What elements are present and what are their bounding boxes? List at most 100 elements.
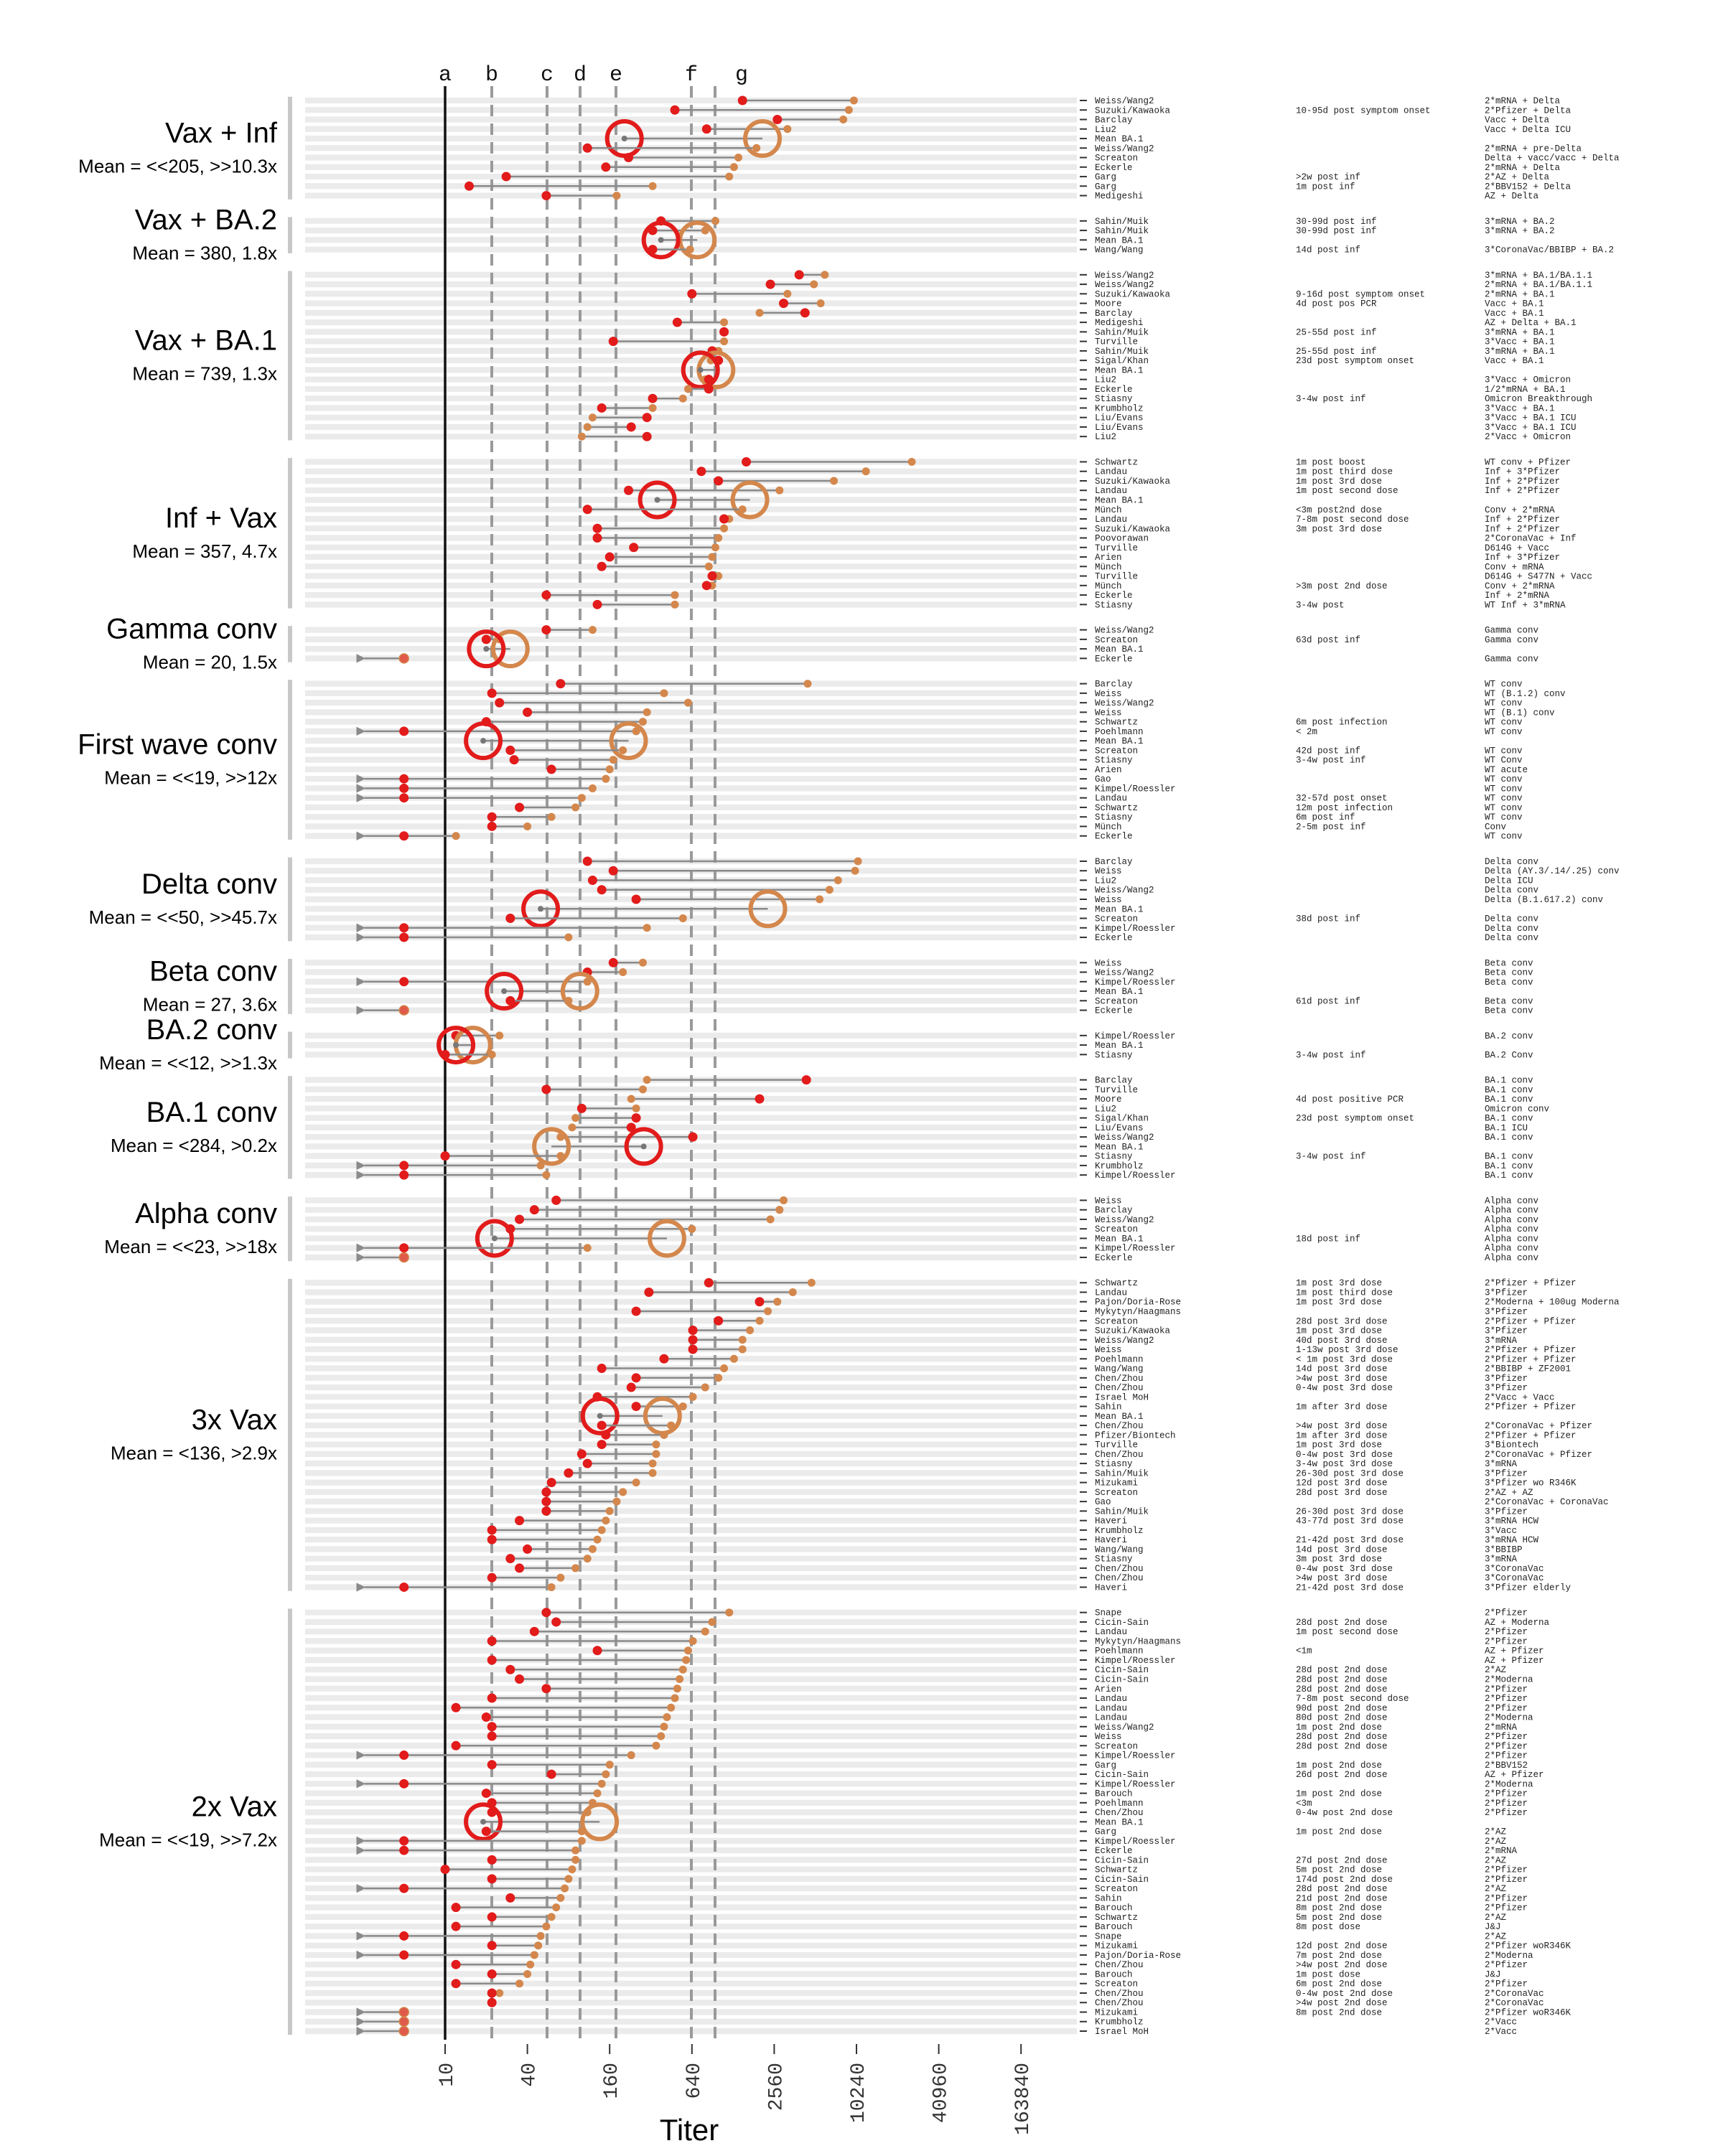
ancestral-point	[678, 1402, 687, 1411]
ancestral-point	[839, 116, 848, 124]
ancestral-point	[660, 1430, 668, 1439]
row-detail: 1m post second dose	[1296, 486, 1399, 496]
row-study: Liu2	[1095, 125, 1116, 135]
row-detail: 30-99d post inf	[1296, 217, 1377, 227]
row-vaccine: Alpha conv	[1485, 1206, 1539, 1216]
row-vaccine: 2*Moderna	[1485, 1779, 1533, 1789]
row-study: Schwartz	[1095, 803, 1138, 813]
omicron-point	[597, 561, 607, 571]
group-mean-label: Mean = <<19, >>12x	[104, 767, 277, 789]
ancestral-point	[495, 1031, 504, 1040]
row-detail: 6m post inf	[1296, 812, 1355, 822]
omicron-point	[399, 1582, 409, 1592]
row-vaccine: AZ + Pfizer	[1485, 1656, 1544, 1666]
omicron-point	[515, 1674, 525, 1684]
omicron-point	[801, 1075, 811, 1085]
row-detail: 1m post 2nd dose	[1296, 1761, 1382, 1771]
row-study: Schwartz	[1095, 457, 1138, 467]
row-vaccine: 2*Moderna	[1485, 1951, 1533, 1961]
row-detail: 14d post inf	[1296, 245, 1360, 256]
row-vaccine: Vacc + Delta	[1485, 116, 1550, 126]
row-detail: 21d post 2nd dose	[1296, 1893, 1388, 1903]
row-study: Chen/Zhou	[1095, 1564, 1144, 1574]
row-vaccine: Gamma conv	[1485, 654, 1539, 664]
group-mean-label: Mean = <<12, >>1.3x	[99, 1052, 277, 1074]
row-vaccine: 2*Pfizer	[1485, 1741, 1528, 1751]
row-vaccine: WT conv	[1485, 803, 1523, 813]
row-vaccine: 2*Pfizer + Pfizer	[1485, 1278, 1577, 1288]
omicron-point	[481, 1712, 491, 1723]
omicron-point	[541, 1084, 551, 1095]
row-study: Weiss	[1095, 1732, 1122, 1742]
group-mean-label: Mean = <<205, >>10.3x	[78, 155, 277, 177]
ancestral-point	[547, 812, 556, 821]
ancestral-point	[583, 423, 592, 431]
row-study: Münch	[1095, 505, 1122, 515]
row-study: Sahin/Muik	[1095, 347, 1149, 357]
omicron-point	[597, 1364, 607, 1374]
row-detail: 26d post 2nd dose	[1296, 1770, 1388, 1780]
ancestral-point	[725, 1608, 734, 1617]
ancestral-point	[643, 924, 651, 932]
omicron-point	[582, 505, 592, 515]
omicron-point	[624, 485, 634, 495]
group-mean-label: Mean = <<50, >>45.7x	[89, 906, 277, 928]
row-study: Garg	[1095, 172, 1116, 182]
row-vaccine: WT conv	[1485, 746, 1523, 756]
omicron-point	[487, 1969, 497, 1979]
omicron-point	[688, 1335, 698, 1345]
row-detail: 3-4w post 3rd dose	[1296, 1459, 1393, 1469]
ancestral-point	[652, 1450, 660, 1458]
row-study: Mykytyn/Haagmans	[1095, 1307, 1181, 1317]
row-study: Snape	[1095, 1608, 1122, 1618]
row-study: Screaton	[1095, 1224, 1138, 1234]
omicron-point	[642, 413, 652, 423]
ancestral-point	[612, 1497, 621, 1506]
omicron-point	[704, 375, 714, 385]
row-vaccine: BA.2 Conv	[1485, 1050, 1533, 1060]
row-study: Weiss	[1095, 708, 1122, 718]
row-vaccine: 2*Pfizer woR346K	[1485, 2007, 1572, 2017]
row-vaccine: 3*CoronaVac	[1485, 1564, 1544, 1574]
row-detail: 14d post 3rd dose	[1296, 1545, 1388, 1555]
row-study: Screaton	[1095, 154, 1138, 164]
row-vaccine: 2*BBIBP + ZF2001	[1485, 1364, 1571, 1374]
row-study: Stiasny	[1095, 1152, 1133, 1162]
row-vaccine: 2*Pfizer + Pfizer	[1485, 1430, 1577, 1440]
row-study: Weiss/Wang2	[1095, 1133, 1154, 1143]
row-study: Screaton	[1095, 914, 1138, 924]
omicron-point	[399, 977, 409, 987]
ancestral-point	[571, 803, 580, 812]
row-detail: 28d post 2nd dose	[1296, 1732, 1388, 1742]
row-study: Mizukami	[1095, 1941, 1138, 1951]
omicron-point	[648, 393, 658, 403]
row-study: Landau	[1095, 1627, 1127, 1637]
mean-omicron-ring	[436, 1026, 476, 1065]
row-vaccine: WT conv	[1485, 727, 1523, 737]
row-study: Kimpel/Roessler	[1095, 1171, 1176, 1181]
ancestral-point	[714, 534, 723, 543]
ancestral-point	[746, 1326, 755, 1335]
ancestral-point	[612, 192, 621, 200]
omicron-point	[597, 1440, 607, 1450]
row-detail: 1m post 3rd dose	[1296, 1298, 1382, 1308]
row-vaccine: BA.1 conv	[1485, 1161, 1533, 1171]
omicron-point	[487, 1941, 497, 1951]
row-study: Cicin-Sain	[1095, 1875, 1149, 1885]
row-study: Screaton	[1095, 996, 1138, 1006]
row-study: Barclay	[1095, 116, 1133, 126]
omicron-point	[541, 1506, 551, 1516]
omicron-point	[597, 885, 607, 895]
row-study: Kimpel/Roessler	[1095, 1837, 1176, 1847]
row-study: Stiasny	[1095, 756, 1133, 766]
ancestral-point	[588, 413, 597, 422]
row-vaccine: Delta conv	[1485, 914, 1539, 924]
row-detail: 6m post infection	[1296, 718, 1388, 728]
omicron-point	[601, 162, 611, 172]
omicron-point	[481, 1827, 491, 1837]
row-study: Screaton	[1095, 1741, 1138, 1751]
row-vaccine: Delta conv	[1485, 933, 1539, 943]
omicron-point	[626, 422, 636, 432]
ancestral-point	[755, 309, 764, 317]
row-study: Weiss/Wang2	[1095, 968, 1154, 978]
